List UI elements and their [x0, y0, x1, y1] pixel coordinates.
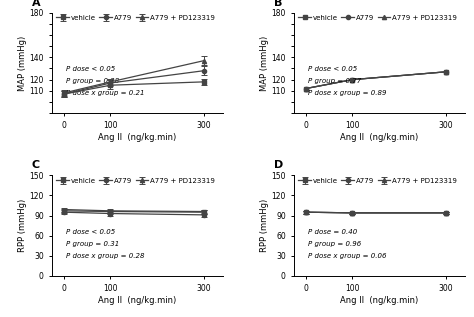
Text: D: D: [273, 160, 283, 170]
A779: [350, 78, 356, 81]
A779 + PD123319: [350, 78, 356, 81]
Text: B: B: [273, 0, 282, 8]
Text: P group = 0.28: P group = 0.28: [66, 78, 119, 84]
Text: P dose < 0.05: P dose < 0.05: [66, 66, 115, 72]
Legend: vehicle, A779, A779 + PD123319: vehicle, A779, A779 + PD123319: [298, 177, 458, 184]
Text: P dose < 0.05: P dose < 0.05: [308, 66, 357, 72]
vehicle: [443, 70, 449, 74]
X-axis label: Ang II  (ng/kg.min): Ang II (ng/kg.min): [98, 133, 176, 142]
vehicle: [303, 87, 309, 90]
Legend: vehicle, A779, A779 + PD123319: vehicle, A779, A779 + PD123319: [55, 14, 216, 22]
X-axis label: Ang II  (ng/kg.min): Ang II (ng/kg.min): [340, 296, 419, 305]
A779: [443, 70, 449, 74]
Text: P group = 0.96: P group = 0.96: [308, 241, 361, 247]
Line: A779: A779: [304, 70, 448, 91]
Text: P dose x group = 0.06: P dose x group = 0.06: [308, 253, 387, 259]
Legend: vehicle, A779, A779 + PD123319: vehicle, A779, A779 + PD123319: [298, 14, 458, 22]
Text: P dose = 0.40: P dose = 0.40: [308, 229, 357, 235]
Line: vehicle: vehicle: [304, 70, 448, 91]
Legend: vehicle, A779, A779 + PD123319: vehicle, A779, A779 + PD123319: [55, 177, 216, 184]
Y-axis label: RPP (mmHg): RPP (mmHg): [259, 199, 268, 252]
A779: [303, 87, 309, 90]
Text: P dose < 0.05: P dose < 0.05: [66, 229, 115, 235]
Text: P group = 0.31: P group = 0.31: [66, 241, 119, 247]
A779 + PD123319: [443, 70, 449, 74]
Line: A779 + PD123319: A779 + PD123319: [304, 70, 448, 91]
Text: P dose x group = 0.28: P dose x group = 0.28: [66, 253, 145, 259]
Text: P dose x group = 0.89: P dose x group = 0.89: [308, 90, 387, 96]
X-axis label: Ang II  (ng/kg.min): Ang II (ng/kg.min): [98, 296, 176, 305]
Text: P dose x group = 0.21: P dose x group = 0.21: [66, 90, 145, 96]
Text: P group = 0.77: P group = 0.77: [308, 78, 361, 84]
Y-axis label: RPP (mmHg): RPP (mmHg): [18, 199, 27, 252]
vehicle: [350, 78, 356, 81]
Text: C: C: [32, 160, 40, 170]
X-axis label: Ang II  (ng/kg.min): Ang II (ng/kg.min): [340, 133, 419, 142]
Y-axis label: MAP (mmHg): MAP (mmHg): [259, 35, 268, 91]
A779 + PD123319: [303, 87, 309, 90]
Y-axis label: MAP (mmHg): MAP (mmHg): [18, 35, 27, 91]
Text: A: A: [32, 0, 40, 8]
